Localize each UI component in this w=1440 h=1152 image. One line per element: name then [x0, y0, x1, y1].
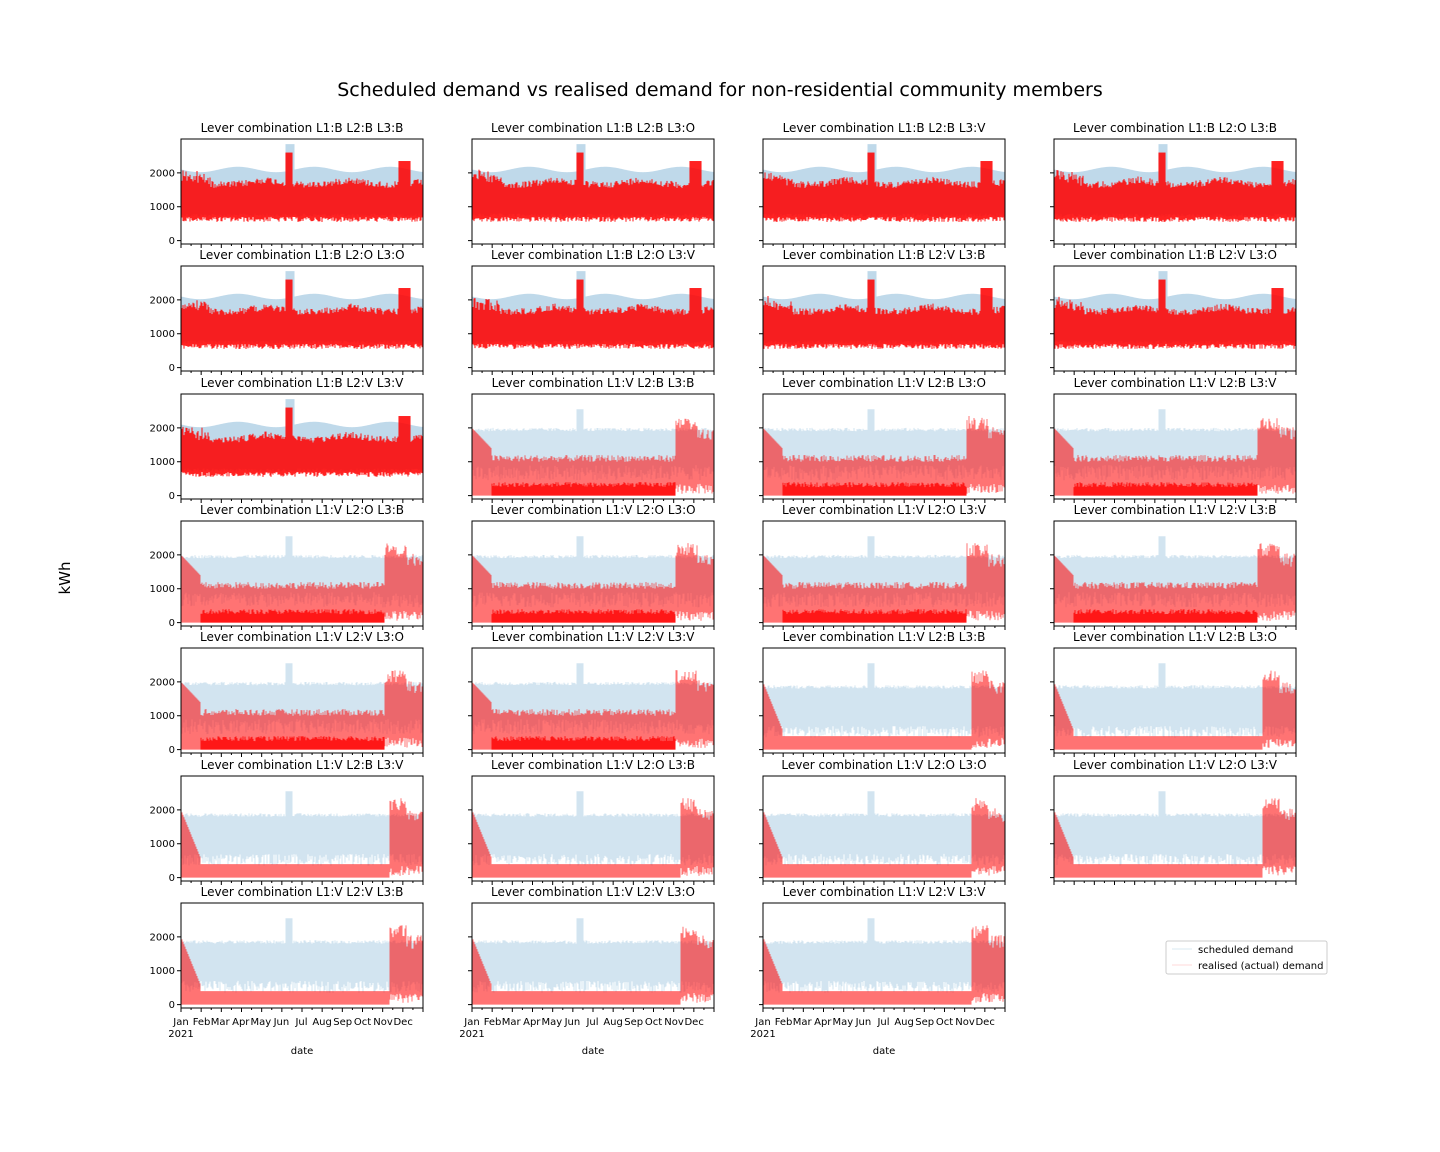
- subplot-2: Lever combination L1:B L2:B L3:O: [468, 121, 715, 248]
- subplot-title: Lever combination L1:B L2:O L3:B: [1073, 121, 1277, 135]
- subplot-8: Lever combination L1:B L2:V L3:O: [1050, 248, 1297, 375]
- subplot-title: Lever combination L1:B L2:O L3:V: [491, 248, 696, 262]
- subplot-grid: Lever combination L1:B L2:B L3:B 0 1000 200…: [150, 121, 1297, 1057]
- y-tick-label: 0: [169, 236, 175, 247]
- y-tick-label: 1000: [150, 457, 175, 468]
- subplot-title: Lever combination L1:B L2:V L3:O: [1073, 248, 1277, 262]
- subplot-5: Lever combination L1:B L2:O L3:O 0 1000 200…: [150, 248, 424, 375]
- plot-area: [181, 399, 423, 477]
- subplot-title: Lever combination L1:B L2:O L3:O: [199, 248, 404, 262]
- plot-area: [1054, 271, 1296, 349]
- y-tick-label: 0: [169, 363, 175, 374]
- subplot-title: Lever combination L1:B L2:V L3:V: [201, 376, 405, 390]
- plot-area: [472, 271, 714, 349]
- subplot-9: Lever combination L1:B L2:V L3:V 0 1000 200…: [150, 376, 424, 503]
- plot-area: [472, 144, 714, 222]
- plot-area: [763, 271, 1005, 349]
- subplot-1: Lever combination L1:B L2:B L3:B 0 1000 200…: [150, 121, 424, 248]
- subplot-title: Lever combination L1:B L2:B L3:V: [783, 121, 987, 135]
- plot-area: [181, 271, 423, 349]
- subplot-6: Lever combination L1:B L2:O L3:V: [468, 248, 715, 375]
- subplot-title: Lever combination L1:B L2:V L3:B: [783, 248, 986, 262]
- subplot-4: Lever combination L1:B L2:O L3:B: [1050, 121, 1297, 248]
- plot-area: [472, 409, 714, 496]
- subplot-3: Lever combination L1:B L2:B L3:V: [759, 121, 1006, 248]
- subplot-7: Lever combination L1:B L2:V L3:B: [759, 248, 1006, 375]
- y-tick-label: 0: [169, 491, 175, 502]
- plot-area: [1054, 144, 1296, 222]
- plot-area: [181, 144, 423, 222]
- y-tick-label: 2000: [150, 168, 175, 179]
- y-tick-label: 2000: [150, 423, 175, 434]
- y-tick-label: 1000: [150, 202, 175, 213]
- subplot-10: Lever combination L1:V L2:B L3:B: [468, 376, 715, 503]
- figure-title: Scheduled demand vs realised demand for …: [337, 79, 1102, 101]
- plot-area: [763, 144, 1005, 222]
- y-tick-label: 2000: [150, 295, 175, 306]
- subplot-title: Lever combination L1:B L2:B L3:B: [201, 121, 404, 135]
- subplot-title: Lever combination L1:B L2:B L3:O: [491, 121, 695, 135]
- y-tick-label: 1000: [150, 329, 175, 340]
- y-axis-label: kWh: [56, 561, 74, 594]
